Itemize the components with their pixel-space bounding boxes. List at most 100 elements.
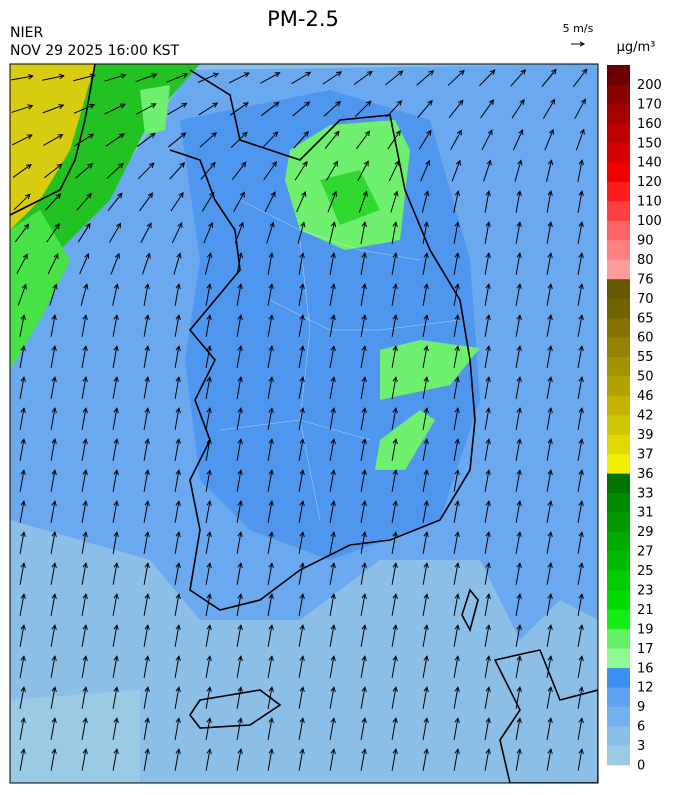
wind-head <box>237 748 243 755</box>
wind-shaft <box>416 70 434 86</box>
wind-head <box>299 655 305 662</box>
wind-shaft <box>480 99 494 119</box>
wind-shaft <box>104 103 126 115</box>
wind-arrow <box>453 531 460 554</box>
wind-head <box>82 500 88 507</box>
wind-head <box>516 345 522 352</box>
wind-head <box>578 562 584 569</box>
wind-shaft <box>329 439 335 461</box>
wind-head <box>175 686 181 693</box>
wind-shaft <box>50 718 56 740</box>
wind-shaft <box>143 439 149 461</box>
wind-shaft <box>356 130 370 150</box>
wind-arrow <box>110 252 120 275</box>
colorbar-label: 42 <box>637 409 654 424</box>
wind-head <box>175 376 181 383</box>
wind-shaft <box>515 315 521 337</box>
wind-shaft <box>19 532 25 554</box>
wind-head <box>51 624 57 631</box>
wind-head <box>392 500 398 507</box>
wind-head <box>454 469 460 476</box>
colorbar-segment <box>607 473 630 494</box>
wind-shaft <box>391 439 397 461</box>
wind-head <box>547 469 553 476</box>
wind-shaft <box>298 594 304 616</box>
wind-arrow <box>451 159 461 182</box>
wind-shaft <box>577 253 583 275</box>
wind-head <box>120 73 127 79</box>
wind-shaft <box>545 160 553 182</box>
wind-arrow <box>326 160 339 181</box>
wind-arrow <box>515 500 522 523</box>
wind-head <box>364 130 371 137</box>
colorbar-segment <box>607 298 630 319</box>
wind-arrow <box>50 717 57 740</box>
wind-shaft <box>81 625 87 647</box>
wind-shaft <box>171 222 183 244</box>
wind-arrow <box>546 221 553 244</box>
wind-arrow <box>515 686 522 709</box>
wind-shaft <box>484 439 490 461</box>
wind-arrow <box>484 593 491 616</box>
wind-shaft <box>231 161 247 181</box>
wind-shaft <box>453 563 459 585</box>
wind-arrow <box>391 500 398 523</box>
wind-head <box>299 469 305 476</box>
wind-shaft <box>166 73 188 83</box>
wind-head <box>361 593 367 600</box>
wind-head <box>423 593 429 600</box>
wind-head <box>302 160 308 167</box>
wind-head <box>237 593 243 600</box>
wind-shaft <box>205 284 211 306</box>
wind-head <box>51 407 57 414</box>
wind-arrow <box>203 221 214 244</box>
wind-arrow <box>515 345 522 368</box>
wind-arrow <box>267 593 274 616</box>
wind-arrow <box>329 469 336 492</box>
wind-arrow <box>391 221 398 244</box>
wind-head <box>454 438 460 445</box>
wind-head <box>485 562 491 569</box>
wind-arrow <box>577 283 584 306</box>
wind-head <box>299 252 305 259</box>
wind-head <box>456 129 462 136</box>
colorbar-label: 80 <box>637 253 654 268</box>
wind-arrow <box>298 345 305 368</box>
wind-shaft <box>422 532 428 554</box>
wind-shaft <box>388 160 400 182</box>
wind-shaft <box>391 315 397 337</box>
wind-shaft <box>329 408 335 430</box>
wind-shaft <box>260 72 280 84</box>
wind-head <box>516 655 522 662</box>
wind-shaft <box>112 687 118 709</box>
wind-head <box>485 438 491 445</box>
wind-head <box>144 593 150 600</box>
wind-arrow <box>81 407 88 430</box>
wind-head <box>176 252 182 259</box>
wind-arrow <box>515 283 522 306</box>
wind-shaft <box>323 101 341 117</box>
wind-head <box>485 469 491 476</box>
wind-head <box>206 345 212 352</box>
wind-shaft <box>19 377 25 399</box>
wind-head <box>330 500 336 507</box>
wind-shaft <box>236 284 242 306</box>
wind-arrow <box>360 531 367 554</box>
wind-head <box>51 655 57 662</box>
wind-shaft <box>453 656 459 678</box>
wind-arrow <box>329 438 336 461</box>
wind-arrow <box>174 717 181 740</box>
wind-shaft <box>267 253 273 275</box>
wind-head <box>237 717 243 724</box>
wind-head <box>144 469 150 476</box>
colorbar-label: 50 <box>637 370 654 385</box>
wind-arrow <box>81 717 88 740</box>
wind-shaft <box>205 501 211 523</box>
wind-head <box>458 99 464 106</box>
wind-head <box>578 407 584 414</box>
wind-arrow <box>329 283 336 306</box>
colorbar-label: 39 <box>637 428 654 443</box>
wind-head <box>423 345 429 352</box>
wind-shaft <box>112 377 118 399</box>
colorbar-segment <box>607 745 630 766</box>
